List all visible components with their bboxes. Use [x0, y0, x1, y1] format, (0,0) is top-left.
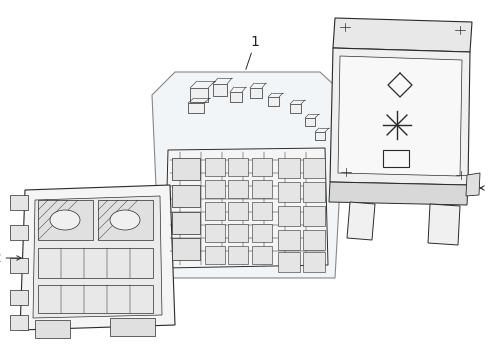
Polygon shape: [337, 56, 461, 176]
Polygon shape: [332, 18, 471, 52]
Bar: [227, 202, 247, 220]
Bar: [35, 320, 70, 338]
Bar: [303, 230, 325, 250]
Polygon shape: [346, 202, 374, 240]
Bar: [172, 212, 200, 234]
Polygon shape: [465, 173, 479, 196]
Ellipse shape: [110, 210, 140, 230]
Bar: [172, 158, 200, 180]
Bar: [10, 315, 28, 330]
Bar: [227, 224, 247, 242]
Bar: [190, 88, 207, 102]
Polygon shape: [328, 182, 467, 205]
Bar: [278, 230, 299, 250]
Bar: [213, 84, 226, 96]
Bar: [38, 248, 153, 278]
Bar: [98, 200, 153, 240]
Text: 3: 3: [479, 181, 488, 195]
Polygon shape: [20, 185, 175, 330]
Bar: [227, 180, 247, 198]
Bar: [305, 118, 314, 126]
Bar: [38, 285, 153, 313]
Bar: [278, 252, 299, 272]
Polygon shape: [164, 148, 327, 268]
Bar: [251, 158, 271, 176]
Bar: [204, 224, 224, 242]
Bar: [204, 246, 224, 264]
Bar: [303, 158, 325, 178]
Bar: [289, 104, 301, 113]
Bar: [303, 182, 325, 202]
Bar: [204, 202, 224, 220]
Bar: [382, 150, 408, 167]
Bar: [278, 206, 299, 226]
Bar: [227, 158, 247, 176]
Polygon shape: [329, 48, 469, 185]
Bar: [187, 103, 203, 113]
Bar: [229, 92, 242, 102]
Bar: [10, 225, 28, 240]
Text: 1: 1: [245, 35, 259, 69]
Bar: [10, 290, 28, 305]
Ellipse shape: [50, 210, 80, 230]
Bar: [251, 202, 271, 220]
Bar: [227, 246, 247, 264]
Bar: [249, 88, 262, 98]
Bar: [172, 238, 200, 260]
Bar: [38, 200, 93, 240]
Text: 2: 2: [0, 251, 21, 265]
Polygon shape: [33, 196, 162, 318]
Bar: [204, 180, 224, 198]
Bar: [267, 97, 279, 106]
Bar: [314, 132, 325, 140]
Bar: [278, 182, 299, 202]
Bar: [251, 224, 271, 242]
Bar: [204, 158, 224, 176]
Bar: [172, 185, 200, 207]
Bar: [10, 258, 28, 273]
Bar: [303, 252, 325, 272]
Bar: [110, 318, 155, 336]
Polygon shape: [427, 204, 459, 245]
Polygon shape: [152, 72, 345, 278]
Bar: [251, 180, 271, 198]
Bar: [278, 158, 299, 178]
Bar: [251, 246, 271, 264]
Bar: [303, 206, 325, 226]
Bar: [10, 195, 28, 210]
